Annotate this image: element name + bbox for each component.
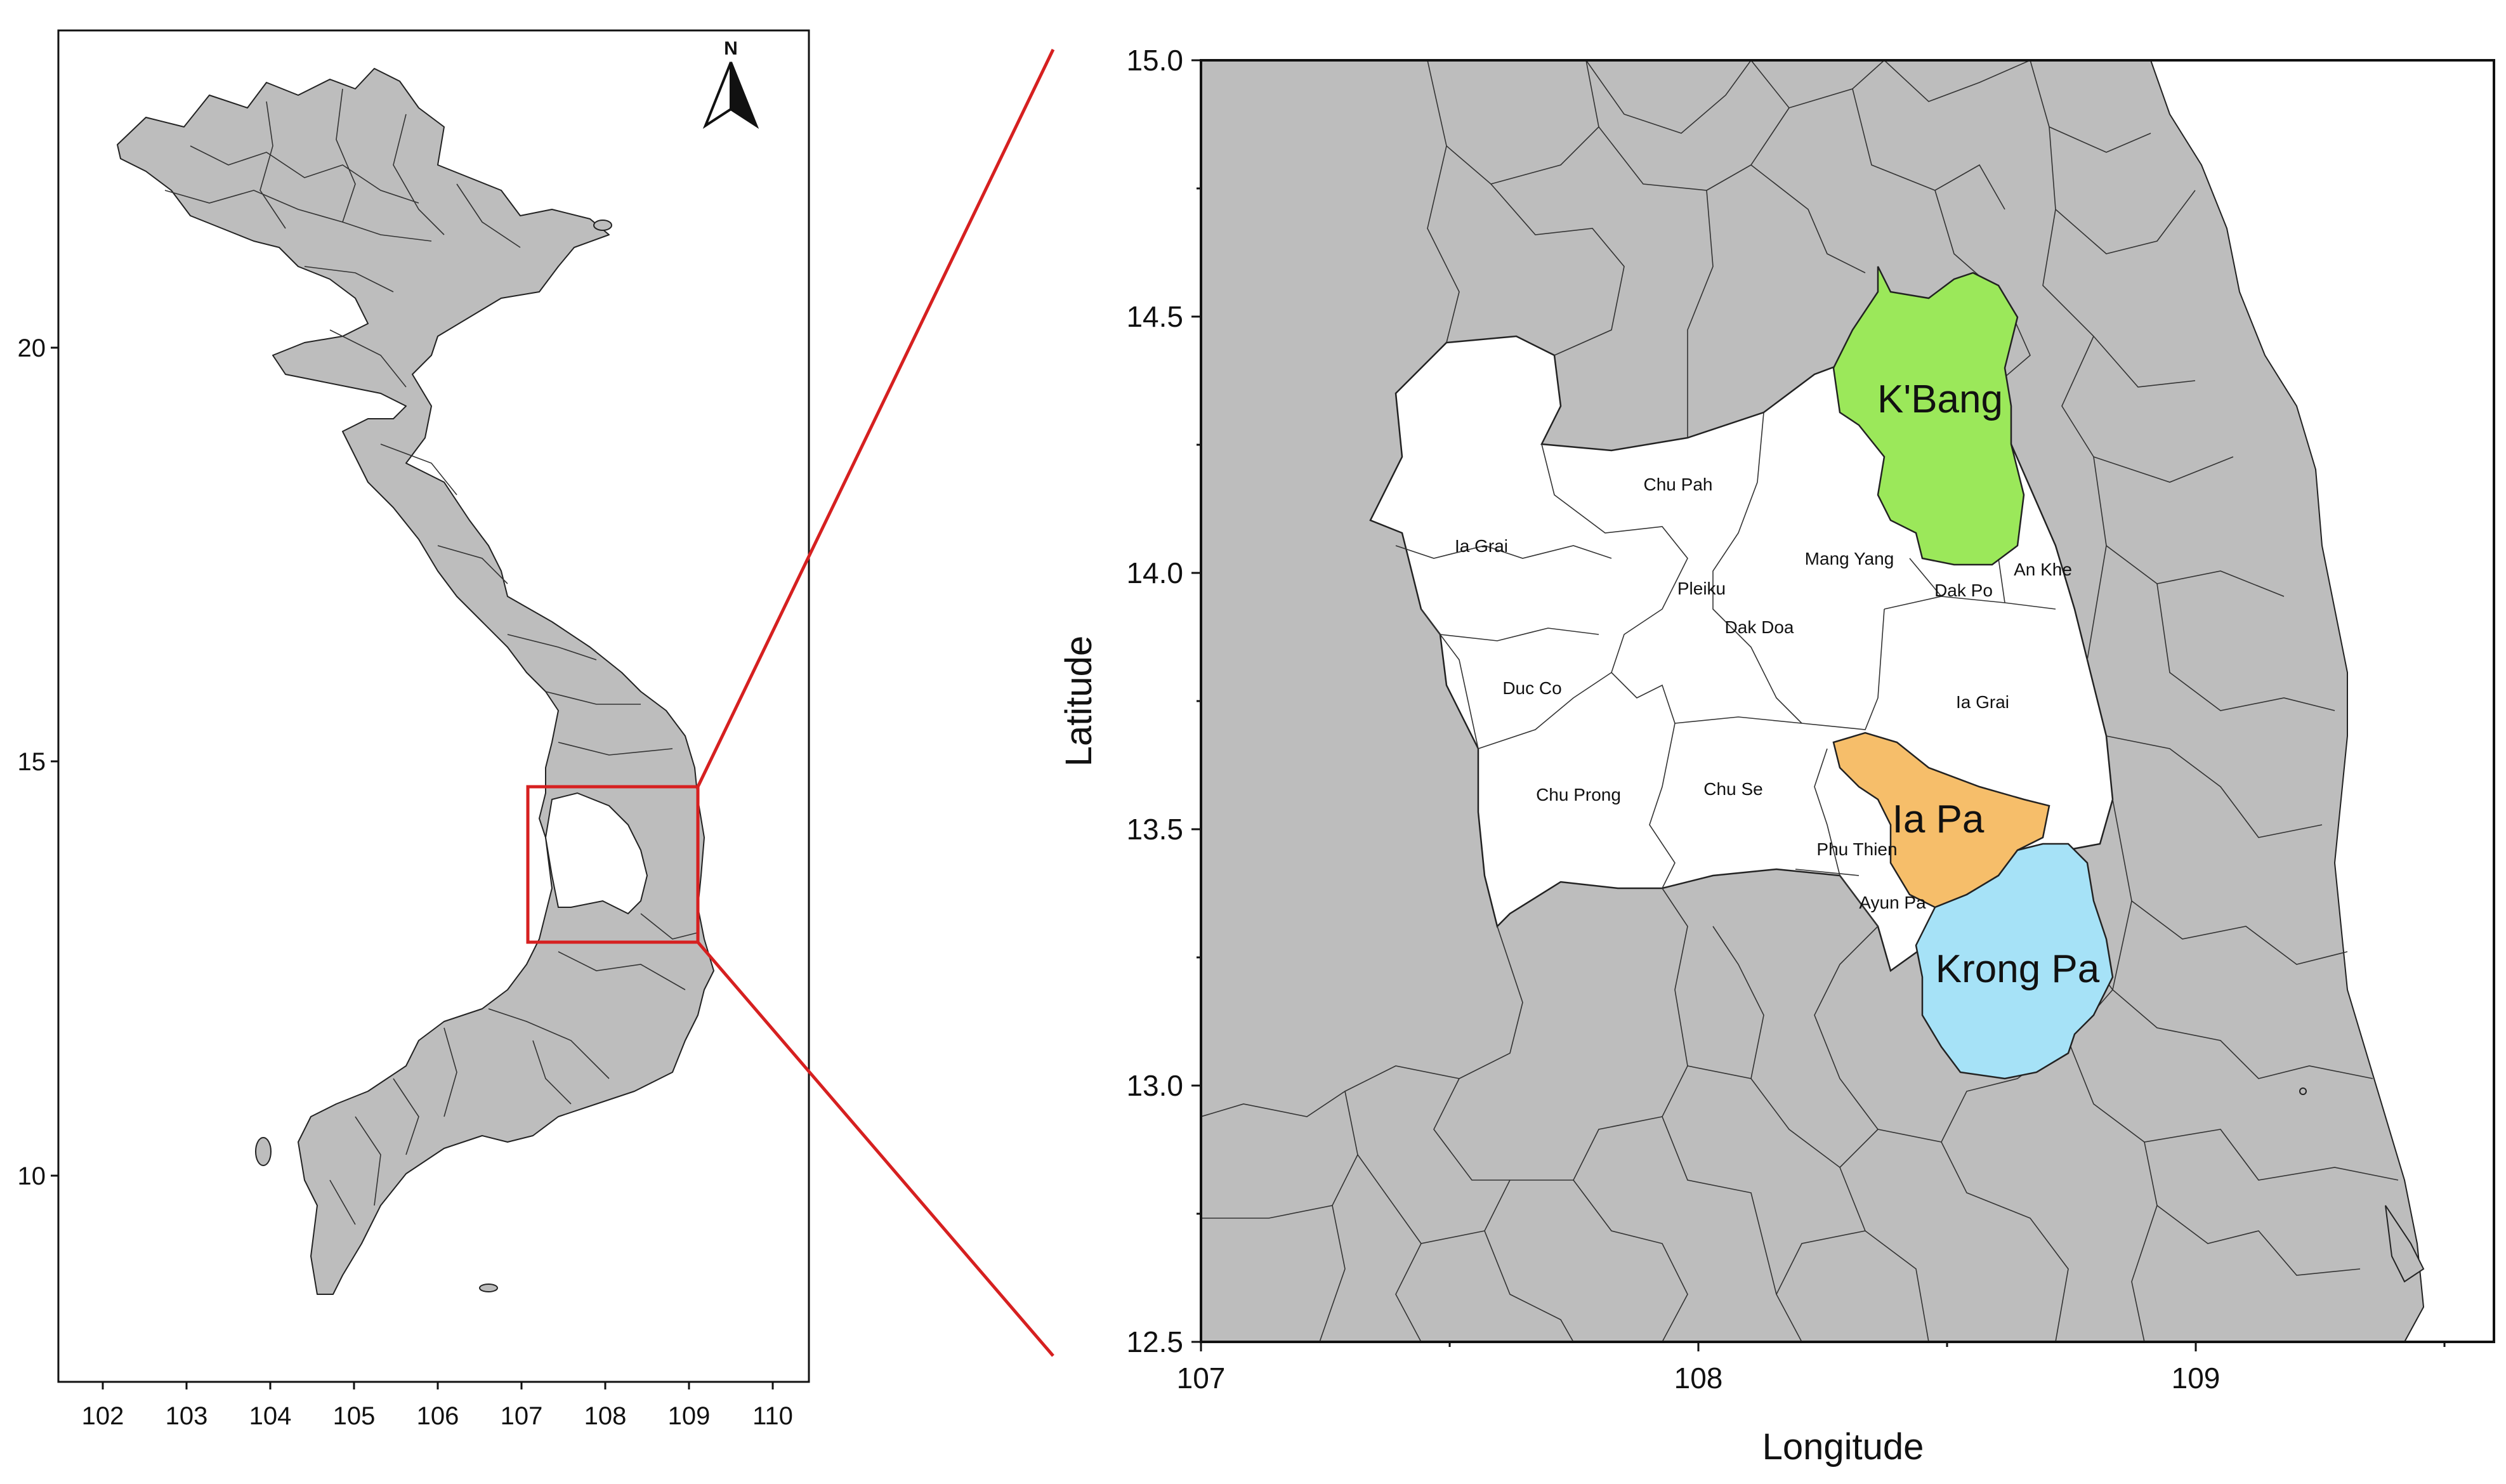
label-pleiku: Pleiku <box>1677 579 1726 598</box>
label-kbang: K'Bang <box>1877 378 2003 421</box>
overview-x-axis: 102 103 104 105 106 107 108 109 110 <box>82 1382 793 1430</box>
label-chu-pah: Chu Pah <box>1644 475 1713 494</box>
detail-y-tick: 14.5 <box>1126 300 1183 333</box>
detail-x-tick: 107 <box>1177 1362 1226 1395</box>
overview-province-lines <box>164 88 699 1225</box>
district-labels: K'Bang Ia Pa Krong Pa Chu Pah Ia Grai Ma… <box>1455 378 2100 991</box>
overview-x-tick: 105 <box>333 1402 376 1430</box>
overview-x-tick: 107 <box>501 1402 543 1430</box>
label-krong-pa: Krong Pa <box>1936 947 2100 991</box>
overview-y-axis: 20 15 10 <box>18 334 58 1190</box>
y-axis-title: Latitude <box>1058 636 1099 766</box>
detail-boundaries <box>1201 60 2399 1342</box>
overview-x-tick: 106 <box>417 1402 459 1430</box>
detail-y-tick: 12.5 <box>1126 1325 1183 1358</box>
overview-x-tick: 110 <box>752 1402 793 1430</box>
overview-x-tick: 104 <box>249 1402 292 1430</box>
label-mang-yang: Mang Yang <box>1805 549 1894 568</box>
label-phu-thien: Phu Thien <box>1816 839 1897 859</box>
overview-islands <box>255 220 612 1292</box>
detail-x-tick: 109 <box>2172 1362 2221 1395</box>
vietnam-land <box>117 68 714 1295</box>
label-ia-grai-east: Ia Grai <box>1956 692 2009 712</box>
zoom-box <box>526 785 700 944</box>
study-district-lines <box>1395 412 2056 927</box>
overview-x-tick: 102 <box>82 1402 124 1430</box>
detail-y-axis: 15.0 14.5 14.0 13.5 13.0 12.5 <box>1126 44 1201 1358</box>
label-chu-se: Chu Se <box>1703 779 1762 799</box>
detail-y-tick: 14.0 <box>1126 556 1183 589</box>
detail-y-tick: 13.0 <box>1126 1069 1183 1102</box>
detail-y-tick: 15.0 <box>1126 44 1183 77</box>
label-dak-doa: Dak Doa <box>1725 617 1794 637</box>
overview-y-tick: 15 <box>18 748 46 776</box>
overview-x-tick: 108 <box>584 1402 627 1430</box>
study-area-overview <box>544 792 648 915</box>
label-ia-pa: Ia Pa <box>1893 798 1984 841</box>
detail-islands <box>2299 1087 2425 1283</box>
overview-map: N 20 15 10 102 103 104 105 106 <box>18 29 1055 1430</box>
label-dak-po: Dak Po <box>1934 581 1993 600</box>
detail-y-tick: 13.5 <box>1126 813 1183 846</box>
label-duc-co: Duc Co <box>1502 678 1561 698</box>
overview-x-tick: 103 <box>166 1402 208 1430</box>
detail-map-body <box>1201 60 2494 1342</box>
zoom-connector-bottom <box>697 941 1054 1357</box>
label-ayun-pa: Ayun Pa <box>1859 893 1926 912</box>
north-arrow-label: N <box>724 38 738 59</box>
label-an-khe: An Khe <box>2014 560 2072 579</box>
label-chu-prong: Chu Prong <box>1536 785 1621 804</box>
overview-y-tick: 10 <box>18 1162 46 1190</box>
zoom-connector-top <box>696 48 1055 788</box>
detail-x-axis: 107 108 109 <box>1177 1342 2446 1395</box>
overview-x-tick: 109 <box>668 1402 711 1430</box>
district-kbang <box>1832 266 2025 566</box>
x-axis-title: Longitude <box>1762 1426 1924 1468</box>
detail-map: K'Bang Ia Pa Krong Pa Chu Pah Ia Grai Ma… <box>1058 44 2495 1468</box>
overview-y-tick: 20 <box>18 334 46 362</box>
detail-x-tick: 108 <box>1674 1362 1723 1395</box>
district-krong-pa <box>1915 843 2114 1080</box>
label-ia-grai-west: Ia Grai <box>1455 536 1508 556</box>
north-arrow: N <box>702 38 759 129</box>
